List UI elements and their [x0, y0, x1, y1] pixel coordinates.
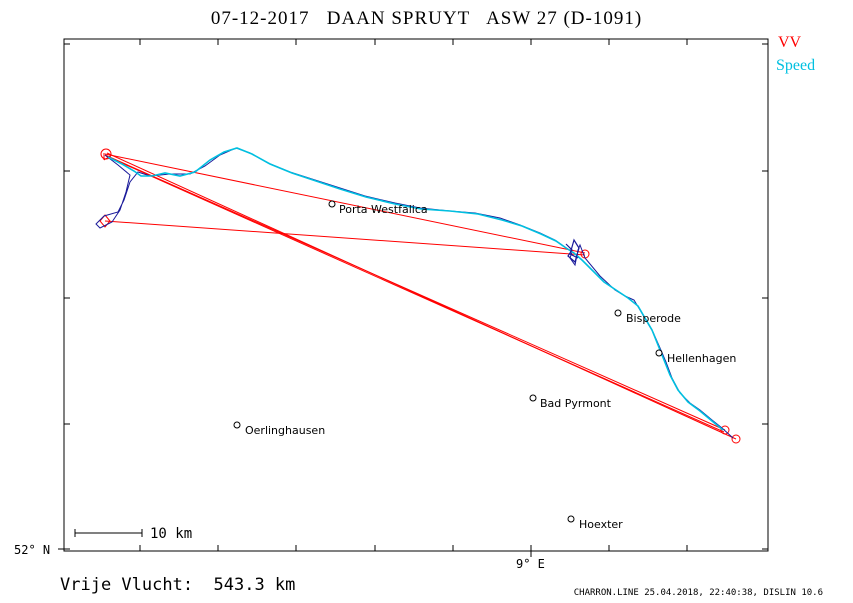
place-oerlinghausen: Oerlinghausen — [233, 421, 325, 437]
footer-info: CHARRON.LINE 25.04.2018, 22:40:38, DISLI… — [573, 588, 823, 598]
distance-summary: Vrije Vlucht: 543.3 km — [60, 575, 296, 595]
svg-text:Hoexter: Hoexter — [579, 518, 623, 531]
task-lines — [103, 152, 737, 440]
place-bisperode: Bisperode — [614, 309, 681, 325]
legend-vv: VV — [778, 34, 802, 51]
lon-label: 9° E — [516, 557, 545, 571]
svg-text:Bad Pyrmont: Bad Pyrmont — [540, 397, 612, 410]
right-ticks — [762, 43, 768, 550]
scale-bar: 10 km — [74, 526, 192, 542]
scale-bar-label: 10 km — [150, 526, 192, 542]
svg-text:Hellenhagen: Hellenhagen — [667, 352, 736, 365]
map-frame — [63, 38, 769, 552]
place-porta-westfalica: Porta Westfalica — [328, 200, 428, 216]
place-bad-pyrmont: Bad Pyrmont — [529, 394, 612, 410]
svg-text:Bisperode: Bisperode — [626, 312, 681, 325]
top-ticks — [139, 39, 688, 45]
svg-text:Porta Westfalica: Porta Westfalica — [339, 203, 428, 216]
climb-loop — [565, 238, 580, 264]
place-hoexter: Hoexter — [567, 515, 623, 531]
place-hellenhagen: Hellenhagen — [655, 349, 736, 365]
bottom-ticks — [139, 545, 688, 557]
lat-label: 52° N — [14, 543, 50, 557]
flight-track-speed — [107, 147, 724, 431]
svg-text:Oerlinghausen: Oerlinghausen — [245, 424, 325, 437]
legend-speed: Speed — [776, 57, 816, 74]
left-ticks — [58, 43, 70, 550]
map-title: 07-12-2017 DAAN SPRUYT ASW 27 (D-1091) — [210, 8, 643, 29]
